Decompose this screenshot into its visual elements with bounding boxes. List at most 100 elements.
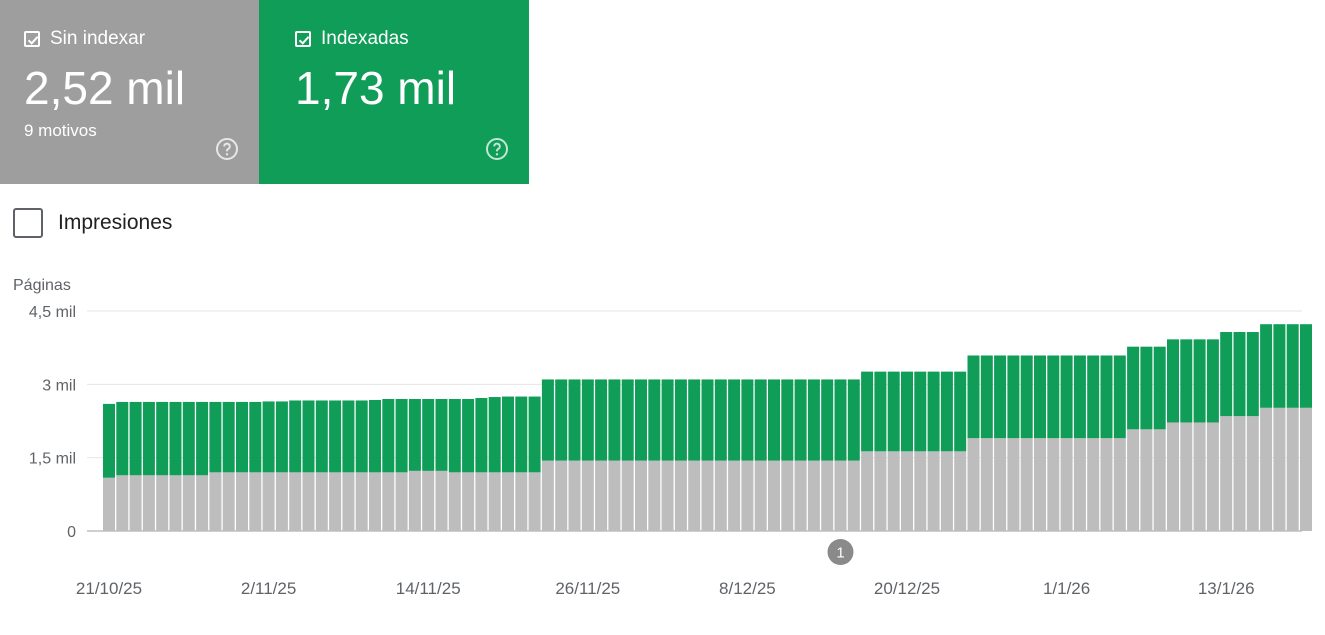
checkbox-checked-icon[interactable]: [295, 31, 311, 47]
bar-indexadas: [541, 379, 554, 461]
bar-indexadas: [275, 401, 288, 473]
bar-sin-indexar: [1100, 438, 1113, 531]
bar-sin-indexar: [887, 451, 900, 531]
bar-sin-indexar: [355, 472, 368, 531]
bar-sin-indexar: [1034, 438, 1046, 531]
bar-indexadas: [861, 371, 874, 452]
stacked-bar-chart: Páginas 0 1,5 mil 3 mil 4,5 mil 1 21/10/25 2/11…: [13, 277, 1312, 598]
bar-indexadas: [834, 379, 847, 461]
bar-sin-indexar: [1047, 438, 1060, 531]
help-icon[interactable]: [485, 137, 509, 166]
card-sub: 9 motivos: [24, 121, 97, 140]
bar-sin-indexar: [1246, 416, 1259, 531]
bar-indexadas: [781, 379, 794, 461]
x-tick-label: 2/11/25: [241, 579, 296, 598]
bar-sin-indexar: [1007, 438, 1020, 531]
card-label: Indexadas: [321, 28, 409, 49]
bar-sin-indexar: [1020, 438, 1033, 531]
bar-sin-indexar: [555, 460, 568, 531]
bar-sin-indexar: [1260, 407, 1273, 531]
bar-indexadas: [422, 399, 435, 471]
bar-sin-indexar: [236, 472, 248, 531]
card-value: 1,73 mil: [295, 62, 457, 114]
bar-sin-indexar: [861, 451, 874, 531]
bar-indexadas: [1007, 355, 1020, 439]
bar-indexadas: [754, 379, 767, 461]
bar-sin-indexar: [462, 472, 475, 531]
bar-indexadas: [502, 396, 514, 473]
bar-sin-indexar: [980, 438, 993, 531]
bar-sin-indexar: [475, 472, 488, 531]
bar-indexadas: [954, 371, 967, 452]
bar-sin-indexar: [1233, 416, 1246, 531]
annotation-label: 1: [836, 545, 844, 562]
bar-sin-indexar: [714, 460, 727, 531]
bar-indexadas: [1100, 355, 1113, 439]
card-sin-indexar[interactable]: Sin indexar 2,52 mil 9 motivos: [0, 0, 259, 184]
bar-indexadas: [661, 379, 674, 461]
bar-indexadas: [821, 379, 834, 461]
bar-indexadas: [528, 396, 541, 473]
bar-sin-indexar: [874, 451, 887, 531]
bar-indexadas: [249, 401, 262, 473]
bar-indexadas: [1220, 332, 1233, 417]
bar-sin-indexar: [116, 475, 129, 531]
x-tick-label: 1/1/26: [1043, 579, 1090, 598]
bar-indexadas: [142, 401, 155, 476]
help-icon[interactable]: [215, 137, 239, 166]
bar-sin-indexar: [315, 472, 328, 531]
annotation-marker: [827, 539, 854, 565]
bar-sin-indexar: [1127, 429, 1140, 531]
bar-indexadas: [608, 379, 621, 461]
bar-indexadas: [289, 400, 302, 473]
bar-sin-indexar: [1113, 438, 1126, 531]
bar-sin-indexar: [448, 472, 461, 531]
y-axis-title: Páginas: [13, 277, 71, 294]
bar-sin-indexar: [329, 472, 342, 531]
bar-indexadas: [1087, 355, 1100, 439]
bar-indexadas: [741, 379, 754, 461]
bar-sin-indexar: [954, 451, 967, 531]
bar-sin-indexar: [249, 472, 262, 531]
bar-indexadas: [568, 379, 581, 461]
y-tick-label: 4,5 mil: [29, 304, 76, 321]
bar-indexadas: [927, 371, 940, 452]
bar-indexadas: [1180, 339, 1193, 423]
bar-indexadas: [967, 355, 980, 439]
bar-sin-indexar: [581, 460, 594, 531]
bar-sin-indexar: [502, 472, 514, 531]
bar-indexadas: [595, 379, 608, 461]
bar-indexadas: [156, 401, 169, 476]
bar-indexadas: [648, 379, 661, 461]
bar-sin-indexar: [435, 470, 448, 531]
bar-indexadas: [1273, 324, 1286, 408]
bar-indexadas: [1246, 332, 1259, 417]
bar-indexadas: [435, 399, 448, 471]
bar-indexadas: [555, 379, 568, 461]
bar-indexadas: [182, 401, 195, 476]
checkbox-unchecked-icon[interactable]: [13, 208, 43, 238]
bar-indexadas: [1113, 355, 1126, 439]
bar-sin-indexar: [648, 460, 661, 531]
bar-sin-indexar: [1060, 438, 1073, 531]
bar-indexadas: [329, 400, 342, 473]
bar-sin-indexar: [927, 451, 940, 531]
bar-sin-indexar: [1073, 438, 1086, 531]
card-value: 2,52 mil: [24, 62, 186, 114]
impressions-toggle[interactable]: Impresiones: [13, 208, 172, 238]
bar-sin-indexar: [781, 460, 794, 531]
bar-indexadas: [315, 400, 328, 473]
checkbox-checked-icon[interactable]: [24, 31, 40, 47]
bar-sin-indexar: [196, 475, 209, 531]
bar-sin-indexar: [741, 460, 754, 531]
bar-sin-indexar: [488, 472, 501, 531]
card-indexadas[interactable]: Indexadas 1,73 mil: [259, 0, 529, 184]
bar-indexadas: [129, 401, 142, 476]
bar-indexadas: [1300, 324, 1312, 408]
bar-sin-indexar: [129, 475, 142, 531]
bar-indexadas: [728, 379, 741, 461]
bar-indexadas: [874, 371, 887, 452]
bar-indexadas: [395, 399, 408, 473]
bar-indexadas: [448, 399, 461, 473]
bar-sin-indexar: [1206, 422, 1219, 531]
